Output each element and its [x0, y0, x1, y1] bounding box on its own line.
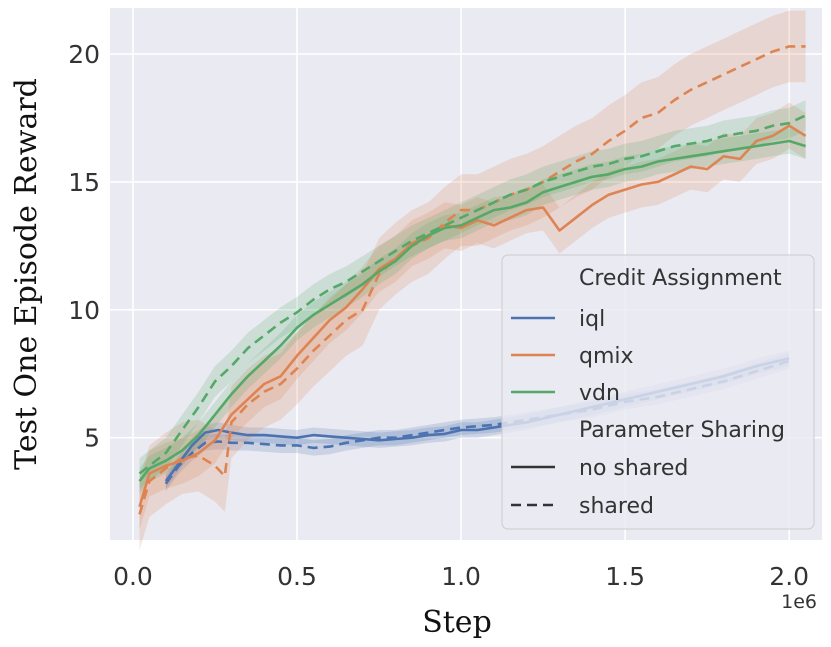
confidence-bands — [139, 10, 806, 551]
line-vdn-shared — [138, 114, 807, 475]
y-axis-title: Test One Episode Reward — [9, 78, 44, 470]
y-tick-label: 20 — [68, 40, 100, 69]
legend: Credit Assignment iql qmix vdn Parameter… — [501, 254, 815, 530]
x-tick-label: 2.0 — [769, 562, 809, 591]
band-iql-shared — [165, 353, 790, 492]
legend-label-vdn: vdn — [579, 381, 620, 406]
legend-title-parameter-sharing: Parameter Sharing — [579, 418, 785, 443]
band-qmix-shared — [139, 10, 806, 551]
legend-box — [501, 254, 815, 530]
y-tick-label: 5 — [84, 424, 100, 453]
x-tick-label: 0.5 — [277, 562, 317, 591]
line-iql-shared — [164, 359, 790, 485]
tick-labels: 0.0 0.5 1.0 1.5 2.0 5 10 15 20 — [68, 40, 809, 591]
y-tick-label: 15 — [68, 168, 100, 197]
line-qmix-shared — [138, 45, 806, 515]
line-vdn-no-shared — [138, 139, 806, 482]
x-tick-label: 0.0 — [113, 562, 153, 591]
x-tick-label: 1.5 — [605, 562, 645, 591]
legend-label-iql: iql — [579, 307, 605, 332]
legend-label-qmix: qmix — [579, 344, 634, 369]
legend-label-shared: shared — [579, 494, 654, 519]
legend-title-credit-assignment: Credit Assignment — [579, 266, 782, 291]
band-vdn-shared — [139, 100, 806, 489]
x-offset-label: 1e6 — [781, 591, 817, 613]
band-qmix-no-shared — [139, 102, 806, 530]
line-qmix-no-shared — [138, 124, 807, 508]
x-axis-title: Step — [422, 605, 492, 640]
x-tick-label: 1.0 — [441, 562, 481, 591]
series-lines — [138, 45, 807, 515]
y-tick-label: 10 — [68, 296, 100, 325]
legend-label-no-shared: no shared — [579, 456, 688, 481]
